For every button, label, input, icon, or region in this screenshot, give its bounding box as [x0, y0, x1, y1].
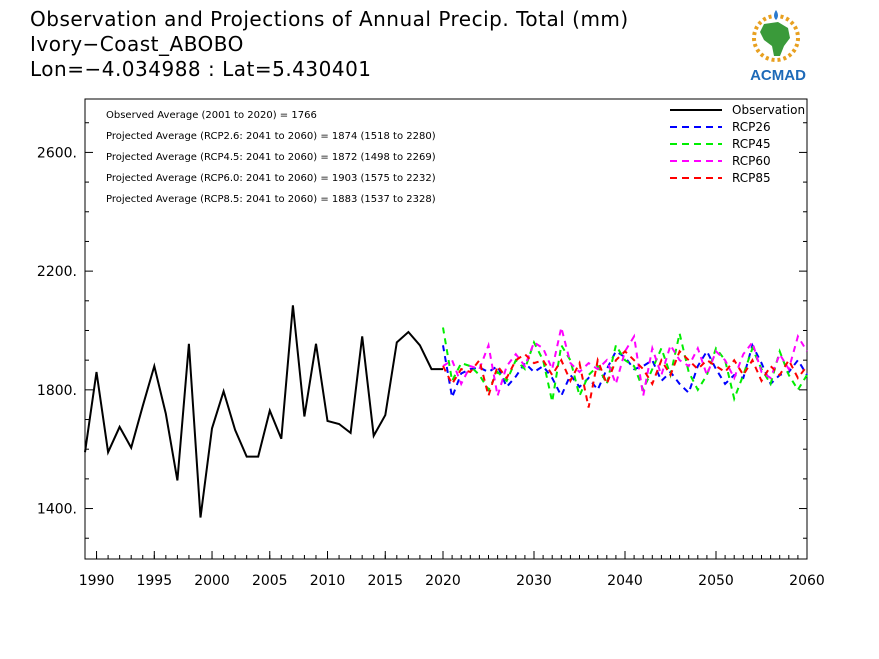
x-tick-label: 2020 — [425, 573, 461, 589]
annotation-text: Projected Average (RCP8.5: 2041 to 2060)… — [106, 194, 436, 205]
series-layer — [84, 305, 808, 518]
x-tick-label: 2060 — [789, 573, 825, 589]
x-tick-label: 1995 — [136, 573, 172, 589]
x-tick-label: 2040 — [607, 573, 643, 589]
acmad-logo: ACMAD — [738, 8, 818, 84]
y-tick-label: 1400. — [37, 502, 77, 518]
chart-title: Observation and Projections of Annual Pr… — [30, 7, 629, 31]
y-tick-label: 1800. — [37, 383, 77, 399]
x-tick-label: 1990 — [79, 573, 115, 589]
legend: Observation RCP26 RCP45 RCP60 RCP85 — [670, 103, 805, 185]
annotations: Observed Average (2001 to 2020) = 1766 Pr… — [106, 110, 436, 205]
x-tick-label: 2010 — [310, 573, 346, 589]
x-tick-label: 2030 — [516, 573, 552, 589]
series-line-rcp26 — [442, 342, 808, 402]
annotation-text: Projected Average (RCP4.5: 2041 to 2060)… — [106, 152, 436, 163]
plot-frame — [84, 98, 808, 560]
x-axis: 1990 1995 2000 2005 2010 2015 2020 2030 2040 2050… — [79, 551, 825, 589]
y-tick-label: 2600. — [37, 145, 77, 161]
svg-text:ACMAD: ACMAD — [750, 67, 806, 84]
x-tick-label: 2005 — [252, 573, 288, 589]
legend-label: RCP26 — [732, 120, 771, 134]
legend-label: RCP85 — [732, 171, 771, 185]
legend-label: Observation — [732, 103, 805, 117]
x-tick-label: 2050 — [698, 573, 734, 589]
legend-label: RCP45 — [732, 137, 771, 151]
series-line-observation — [84, 305, 443, 518]
location-label: Ivory−Coast_ABOBO — [30, 32, 244, 56]
annotation-text: Observed Average (2001 to 2020) = 1766 — [106, 110, 317, 121]
x-tick-label: 2000 — [194, 573, 230, 589]
x-tick-label: 2015 — [367, 573, 403, 589]
coordinates-label: Lon=−4.034988 : Lat=5.430401 — [30, 57, 372, 81]
series-line-rcp85 — [442, 349, 808, 408]
legend-label: RCP60 — [732, 154, 771, 168]
y-tick-label: 2200. — [37, 264, 77, 280]
y-axis: 1400. 1800. 2200. 2600. — [37, 122, 807, 539]
series-line-rcp45 — [442, 327, 808, 403]
annotation-text: Projected Average (RCP2.6: 2041 to 2060)… — [106, 131, 436, 142]
annotation-text: Projected Average (RCP6.0: 2041 to 2060)… — [106, 173, 436, 184]
